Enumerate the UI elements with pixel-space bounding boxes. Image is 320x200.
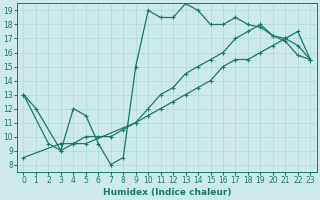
X-axis label: Humidex (Indice chaleur): Humidex (Indice chaleur) [103, 188, 231, 197]
